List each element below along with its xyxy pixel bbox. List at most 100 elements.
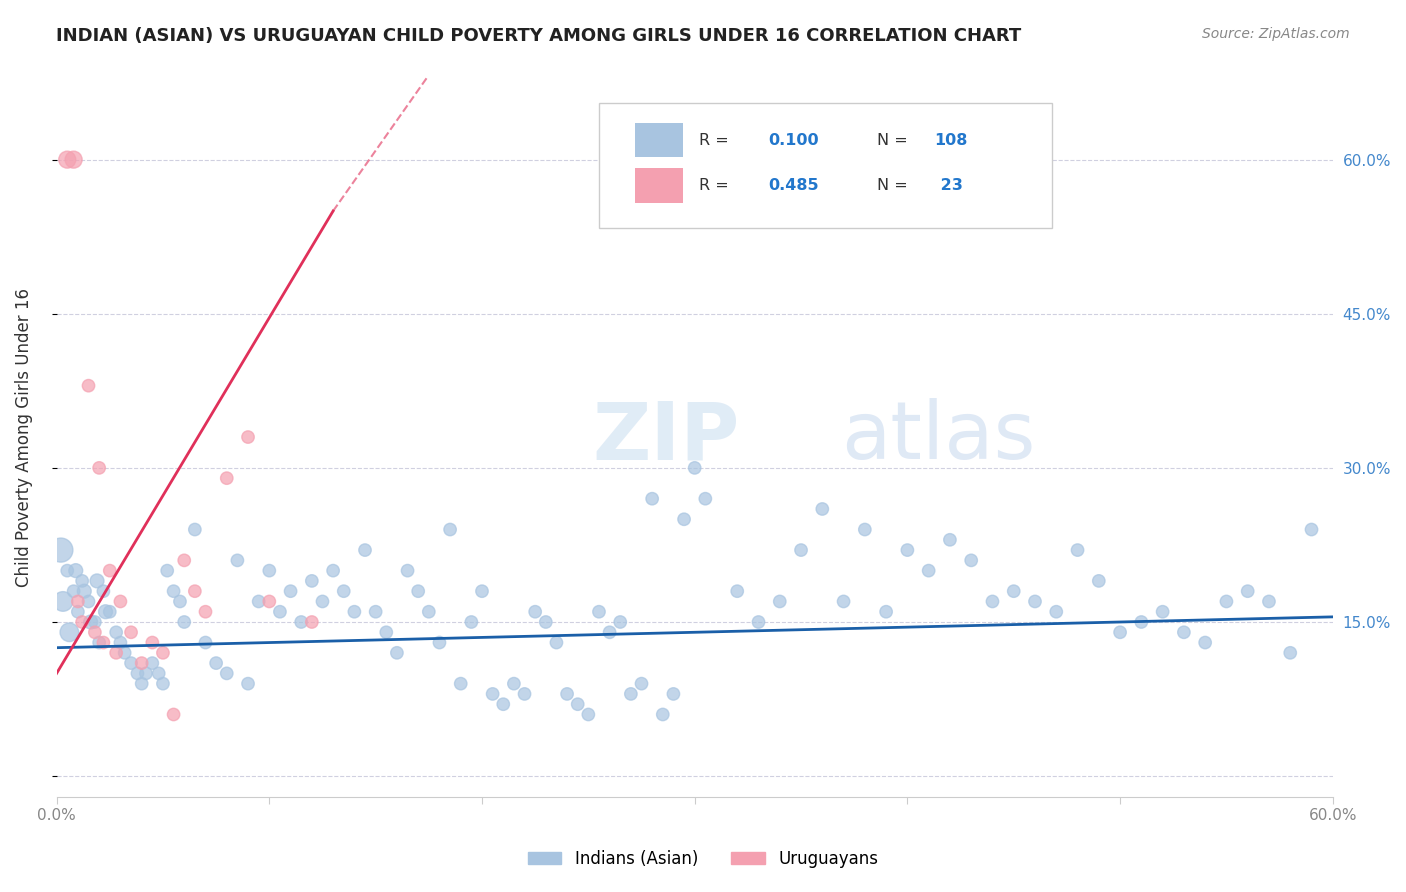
Point [1279, 646, 1302, 660]
Point [141, 656, 163, 670]
Point [301, 615, 323, 629]
Point [56, 153, 79, 167]
Point [683, 461, 706, 475]
Point [1088, 574, 1111, 588]
Text: R =: R = [699, 133, 734, 147]
Point [1236, 584, 1258, 599]
Text: 0.100: 0.100 [769, 133, 820, 147]
Point [609, 615, 631, 629]
Point [630, 676, 652, 690]
Point [588, 605, 610, 619]
Point [70, 615, 93, 629]
Point [247, 594, 270, 608]
Point [311, 594, 333, 608]
Point [460, 615, 482, 629]
Point [1152, 605, 1174, 619]
Point [98, 605, 121, 619]
Point [70, 574, 93, 588]
Point [662, 687, 685, 701]
Text: 23: 23 [935, 178, 963, 193]
Point [73, 584, 96, 599]
Point [79, 615, 101, 629]
Point [94, 605, 117, 619]
Point [66, 594, 89, 608]
Point [280, 584, 302, 599]
Point [269, 605, 291, 619]
Point [77, 594, 100, 608]
Point [169, 594, 191, 608]
Point [332, 584, 354, 599]
Text: R =: R = [699, 178, 734, 193]
Point [141, 635, 163, 649]
Point [184, 584, 207, 599]
Point [236, 430, 259, 444]
Point [896, 543, 918, 558]
Point [77, 378, 100, 392]
Point [481, 687, 503, 701]
Y-axis label: Child Poverty Among Girls Under 16: Child Poverty Among Girls Under 16 [15, 287, 32, 587]
Point [1173, 625, 1195, 640]
Point [1002, 584, 1025, 599]
Point [93, 584, 115, 599]
Point [769, 594, 792, 608]
Point [83, 625, 105, 640]
Point [65, 564, 87, 578]
Point [135, 666, 157, 681]
FancyBboxPatch shape [634, 168, 683, 202]
Point [62, 153, 84, 167]
Point [790, 543, 813, 558]
Point [576, 707, 599, 722]
Point [1045, 605, 1067, 619]
Point [89, 635, 111, 649]
Point [641, 491, 664, 506]
Point [184, 523, 207, 537]
Text: 108: 108 [935, 133, 967, 147]
Point [226, 553, 249, 567]
Point [259, 594, 281, 608]
Point [960, 553, 983, 567]
Point [354, 543, 377, 558]
Point [105, 646, 128, 660]
Point [620, 687, 643, 701]
Point [375, 625, 398, 640]
Point [534, 615, 557, 629]
Point [1024, 594, 1046, 608]
Point [131, 656, 153, 670]
Point [747, 615, 769, 629]
Point [1109, 625, 1132, 640]
Point [58, 625, 80, 640]
Point [194, 635, 217, 649]
Point [406, 584, 429, 599]
Point [1130, 615, 1153, 629]
Point [259, 564, 281, 578]
FancyBboxPatch shape [634, 123, 683, 157]
Point [418, 605, 440, 619]
Point [173, 615, 195, 629]
Point [673, 512, 696, 526]
Point [62, 584, 84, 599]
Point [173, 553, 195, 567]
Point [471, 584, 494, 599]
Point [162, 707, 184, 722]
Point [439, 523, 461, 537]
Point [93, 635, 115, 649]
Point [89, 461, 111, 475]
Point [52, 594, 75, 608]
Point [49, 543, 72, 558]
Legend: Indians (Asian), Uruguayans: Indians (Asian), Uruguayans [522, 844, 884, 875]
FancyBboxPatch shape [599, 103, 1052, 228]
Point [86, 574, 108, 588]
Text: INDIAN (ASIAN) VS URUGUAYAN CHILD POVERTY AMONG GIRLS UNDER 16 CORRELATION CHART: INDIAN (ASIAN) VS URUGUAYAN CHILD POVERT… [56, 27, 1022, 45]
Point [301, 574, 323, 588]
Point [725, 584, 748, 599]
Point [1301, 523, 1323, 537]
Point [236, 676, 259, 690]
Point [322, 564, 344, 578]
Point [56, 564, 79, 578]
Point [1066, 543, 1088, 558]
Point [110, 635, 132, 649]
Point [1258, 594, 1281, 608]
Point [651, 707, 673, 722]
Point [450, 676, 472, 690]
Point [120, 656, 142, 670]
